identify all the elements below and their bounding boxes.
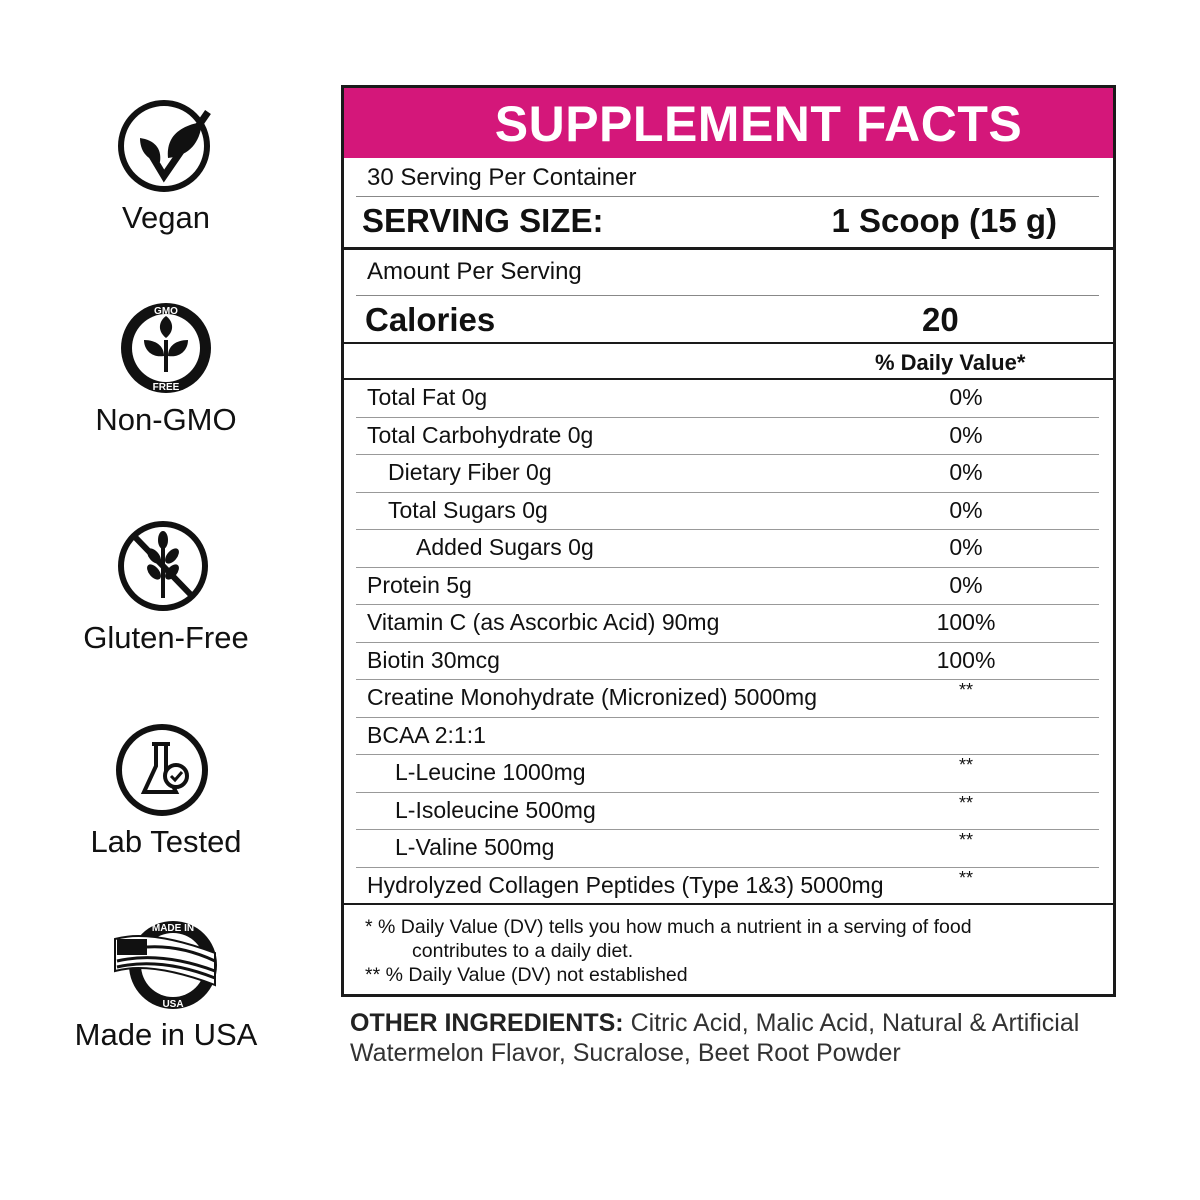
calories-label: Calories: [365, 301, 496, 338]
servings-per-container: 30 Serving Per Container: [367, 164, 637, 191]
usa-flag-seal-icon: MADE IN USA: [114, 921, 217, 1010]
nutrient-row: Protein 5g 0%: [344, 568, 1113, 605]
non-gmo-icon: GMO FREE: [121, 303, 211, 393]
nutrient-name: Creatine Monohydrate (Micronized) 5000mg: [367, 684, 817, 710]
nutrient-name: Total Sugars 0g: [388, 496, 548, 523]
ring-bottom-text: FREE: [153, 382, 180, 393]
other-ingredients-text: Citric Acid, Malic Acid, Natural & Artif…: [350, 1009, 1080, 1067]
seal-bottom-text: USA: [162, 999, 183, 1010]
badge-non-gmo: GMO FREE Non-GMO: [66, 300, 266, 438]
nutrient-row: Total Carbohydrate 0g 0%: [344, 418, 1113, 455]
nutrient-daily-value: **: [958, 867, 973, 888]
facts-title: SUPPLEMENT FACTS: [344, 88, 1113, 158]
row-divider: [356, 829, 1099, 830]
nutrient-name: Hydrolyzed Collagen Peptides (Type 1&3) …: [367, 871, 884, 898]
row-divider: [356, 529, 1099, 530]
nutrient-row: Biotin 30mcg 100%: [344, 643, 1113, 680]
nutrient-row: L-Leucine 1000mg **: [344, 755, 1113, 793]
row-divider: [356, 866, 1099, 868]
nutrient-name: BCAA 2:1:1: [367, 721, 486, 748]
seal-top-text: MADE IN: [152, 923, 194, 934]
badge-vegan: Vegan: [66, 98, 266, 236]
calories-value: 20: [922, 301, 959, 338]
nutrient-row: Vitamin C (as Ascorbic Acid) 90mg 100%: [344, 605, 1113, 643]
footnote-daily-value: * % Daily Value (DV) tells you how much …: [365, 916, 972, 938]
nutrient-name: L-Isoleucine 500mg: [395, 796, 596, 823]
badge-label: Made in USA: [74, 1017, 258, 1052]
serving-size-value: 1 Scoop (15 g): [831, 202, 1057, 239]
nutrient-daily-value: **: [958, 680, 973, 700]
nutrient-daily-value: 0%: [949, 384, 983, 410]
badge-label: Lab Tested: [90, 824, 242, 859]
lab-flask-icon: [116, 724, 208, 816]
nutrient-name: Added Sugars 0g: [416, 534, 594, 560]
nutrient-name: Biotin 30mcg: [367, 646, 500, 673]
badge-made-in-usa: MADE IN USA Made in USA: [66, 915, 266, 1053]
nutrient-row: L-Isoleucine 500mg **: [344, 792, 1113, 830]
badge-gluten-free: Gluten-Free: [66, 518, 266, 656]
supplement-facts-panel: SUPPLEMENT FACTS 30 Serving Per Containe…: [341, 85, 1116, 997]
nutrient-daily-value: 0%: [949, 534, 983, 560]
nutrient-row: Dietary Fiber 0g 0%: [344, 455, 1113, 493]
row-divider: [356, 716, 1099, 718]
row-divider: [356, 754, 1099, 755]
nutrient-row: Added Sugars 0g 0%: [344, 530, 1113, 568]
badge-lab-tested: Lab Tested: [66, 722, 266, 860]
other-ingredients: OTHER INGREDIENTS: Citric Acid, Malic Ac…: [350, 1008, 1090, 1068]
row-divider: [356, 566, 1099, 568]
nutrient-daily-value: 100%: [936, 646, 996, 673]
badge-label: Vegan: [122, 200, 210, 235]
nutrient-daily-value: **: [958, 792, 973, 813]
nutrient-daily-value: **: [958, 830, 973, 850]
amount-per-serving: Amount Per Serving: [367, 258, 582, 285]
nutrient-row: L-Valine 500mg **: [344, 830, 1113, 868]
footnote-daily-value-cont: contributes to a daily diet.: [412, 940, 634, 962]
nutrient-row: BCAA 2:1:1: [344, 718, 1113, 755]
nutrient-daily-value: 0%: [949, 459, 983, 485]
nutrient-row: Total Sugars 0g 0%: [344, 493, 1113, 530]
daily-value-header: % Daily Value*: [875, 350, 1026, 375]
nutrient-daily-value: 0%: [949, 571, 983, 598]
nutrient-name: Total Carbohydrate 0g: [367, 421, 594, 448]
ring-top-text: GMO: [154, 306, 178, 317]
nutrient-daily-value: 100%: [936, 609, 996, 635]
row-divider: [356, 679, 1099, 680]
nutrient-name: Vitamin C (as Ascorbic Acid) 90mg: [367, 609, 720, 635]
nutrient-name: L-Valine 500mg: [395, 834, 555, 860]
nutrient-name: L-Leucine 1000mg: [395, 759, 586, 785]
vegan-leaf-check-icon: [118, 100, 211, 192]
footnote-not-established: ** % Daily Value (DV) not established: [365, 964, 688, 986]
gluten-free-icon: [118, 521, 208, 611]
nutrient-row: Hydrolyzed Collagen Peptides (Type 1&3) …: [344, 868, 1113, 906]
row-divider: [356, 604, 1099, 605]
nutrient-name: Protein 5g: [367, 571, 472, 598]
nutrient-daily-value: 0%: [949, 496, 983, 523]
badge-label: Gluten-Free: [83, 620, 249, 655]
nutrient-row: Total Fat 0g 0%: [344, 380, 1113, 418]
badge-label: Non-GMO: [95, 402, 237, 437]
row-divider: [356, 454, 1099, 455]
other-ingredients-label: OTHER INGREDIENTS:: [350, 1009, 624, 1037]
nutrient-name: Total Fat 0g: [367, 384, 488, 410]
nutrient-daily-value: **: [958, 755, 973, 775]
nutrient-name: Dietary Fiber 0g: [388, 459, 552, 485]
row-divider: [356, 791, 1099, 793]
nutrient-row: Creatine Monohydrate (Micronized) 5000mg…: [344, 680, 1113, 718]
row-divider: [356, 491, 1099, 493]
serving-size-label: SERVING SIZE:: [362, 202, 604, 239]
row-divider: [356, 641, 1099, 643]
nutrient-daily-value: 0%: [949, 421, 983, 448]
row-divider: [356, 416, 1099, 418]
